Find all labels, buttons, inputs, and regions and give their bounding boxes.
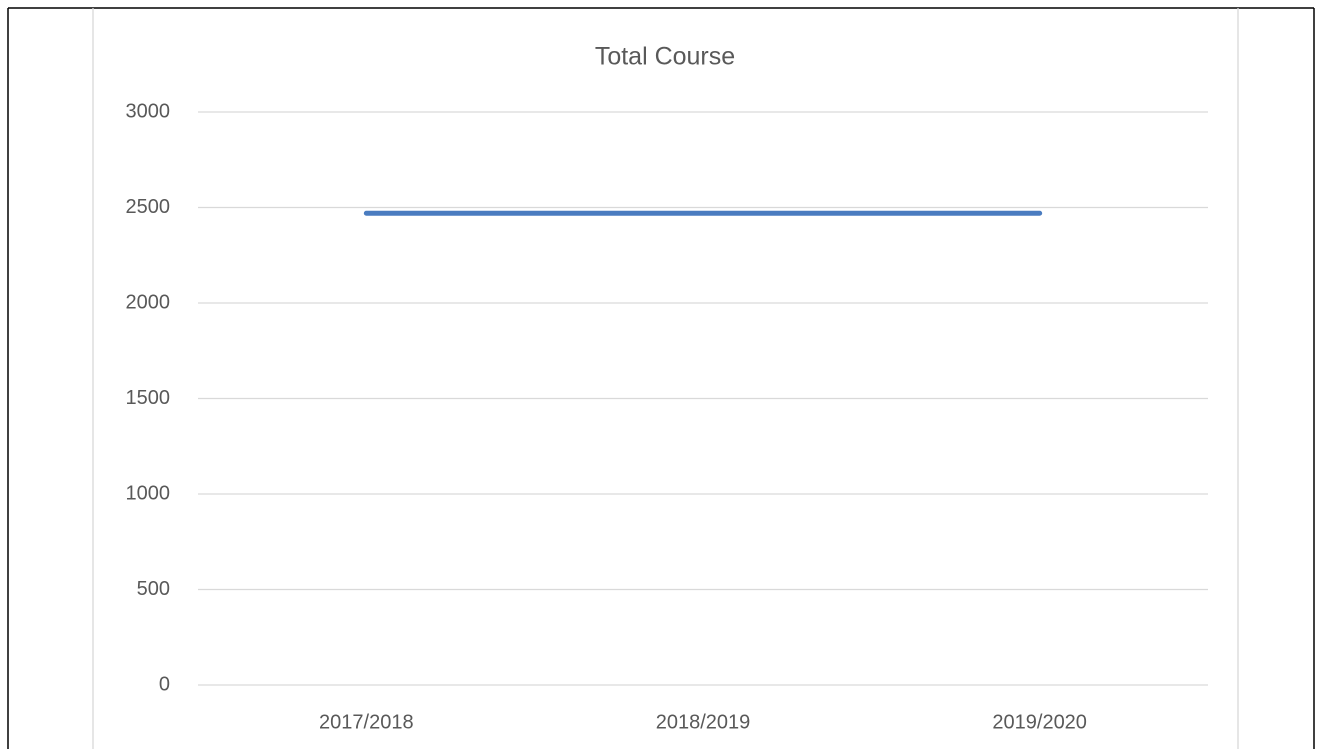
x-tick-label: 2019/2020 [992,711,1087,733]
y-tick-label: 3000 [126,100,171,122]
y-tick-label: 0 [159,673,170,695]
x-tick-label: 2018/2019 [656,711,751,733]
x-tick-label: 2017/2018 [319,711,414,733]
y-tick-label: 2000 [126,291,171,313]
chart-title: Total Course [595,43,735,71]
y-tick-label: 2500 [126,196,171,218]
y-tick-label: 1500 [126,387,171,409]
y-tick-label: 1000 [126,482,171,504]
y-tick-label: 500 [137,578,170,600]
